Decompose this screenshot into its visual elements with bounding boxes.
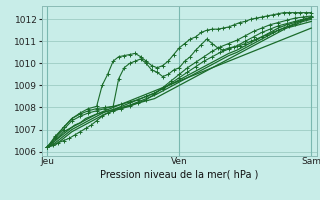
X-axis label: Pression niveau de la mer( hPa ): Pression niveau de la mer( hPa ) — [100, 169, 258, 179]
